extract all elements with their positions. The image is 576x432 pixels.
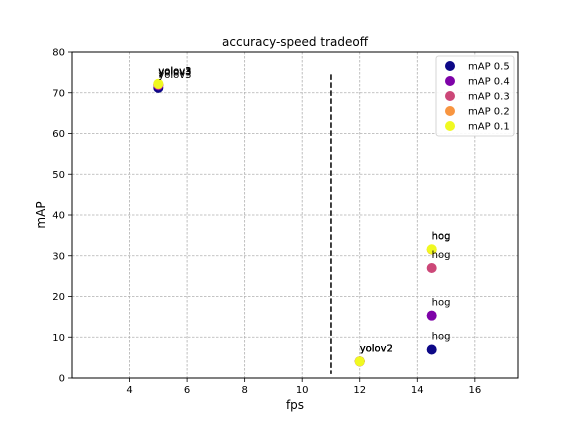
point-label: hog <box>432 231 451 242</box>
data-point <box>426 244 437 255</box>
legend-marker <box>445 61 455 71</box>
legend-marker <box>445 91 455 101</box>
y-axis-ticks: 0 10 20 30 40 50 60 70 80 <box>52 48 72 385</box>
point-label: hog <box>432 232 451 243</box>
y-tick-label: 20 <box>52 292 65 303</box>
y-tick-label: 80 <box>52 48 65 59</box>
legend-label: mAP 0.5 <box>468 62 510 73</box>
x-tick-label: 14 <box>411 385 424 396</box>
point-label: yolov2 <box>360 343 393 354</box>
legend: mAP 0.5 mAP 0.4 mAP 0.3 mAP 0.2 mAP 0.1 <box>435 55 515 137</box>
point-label: yolov3 <box>158 70 191 81</box>
point-label: yolov2 <box>360 343 393 354</box>
data-point <box>426 310 437 321</box>
legend-marker <box>445 76 455 86</box>
x-axis-ticks: 4 6 8 10 12 14 16 <box>126 378 481 396</box>
legend-label: mAP 0.4 <box>468 77 510 88</box>
x-tick-label: 10 <box>296 385 309 396</box>
legend-label: mAP 0.3 <box>468 92 510 103</box>
point-label: hog <box>432 250 451 261</box>
point-labels: yolov3yolov2hogyolov3yolov2hogyolov3yolo… <box>158 66 450 355</box>
point-label: yolov3 <box>158 66 191 77</box>
data-points <box>153 78 437 367</box>
point-label: yolov2 <box>360 343 393 354</box>
legend-box <box>435 55 515 137</box>
legend-marker <box>445 121 455 131</box>
y-tick-label: 40 <box>52 211 65 222</box>
y-tick-label: 30 <box>52 251 65 262</box>
y-tick-label: 50 <box>52 170 65 181</box>
y-tick-label: 10 <box>52 333 65 344</box>
legend-marker <box>445 106 455 116</box>
point-label: yolov3 <box>158 67 191 78</box>
point-label: hog <box>432 331 451 342</box>
point-label: yolov3 <box>158 67 191 78</box>
point-label: yolov2 <box>360 343 393 354</box>
data-point <box>153 78 164 89</box>
data-point <box>426 344 437 355</box>
point-label: hog <box>432 298 451 309</box>
data-point <box>354 356 365 367</box>
x-tick-label: 12 <box>353 385 366 396</box>
x-tick-label: 6 <box>184 385 190 396</box>
legend-label: mAP 0.1 <box>468 122 510 133</box>
data-point <box>426 262 437 273</box>
x-axis-label: fps <box>286 398 304 412</box>
y-axis-label: mAP <box>34 201 48 228</box>
chart-title: accuracy-speed tradeoff <box>222 35 369 49</box>
y-tick-label: 0 <box>59 374 65 385</box>
point-label: yolov2 <box>360 343 393 354</box>
x-tick-label: 4 <box>126 385 132 396</box>
legend-label: mAP 0.2 <box>468 107 510 118</box>
x-tick-label: 16 <box>468 385 481 396</box>
point-label: yolov3 <box>158 66 191 77</box>
x-tick-label: 8 <box>241 385 247 396</box>
y-tick-label: 70 <box>52 88 65 99</box>
y-tick-label: 60 <box>52 129 65 140</box>
